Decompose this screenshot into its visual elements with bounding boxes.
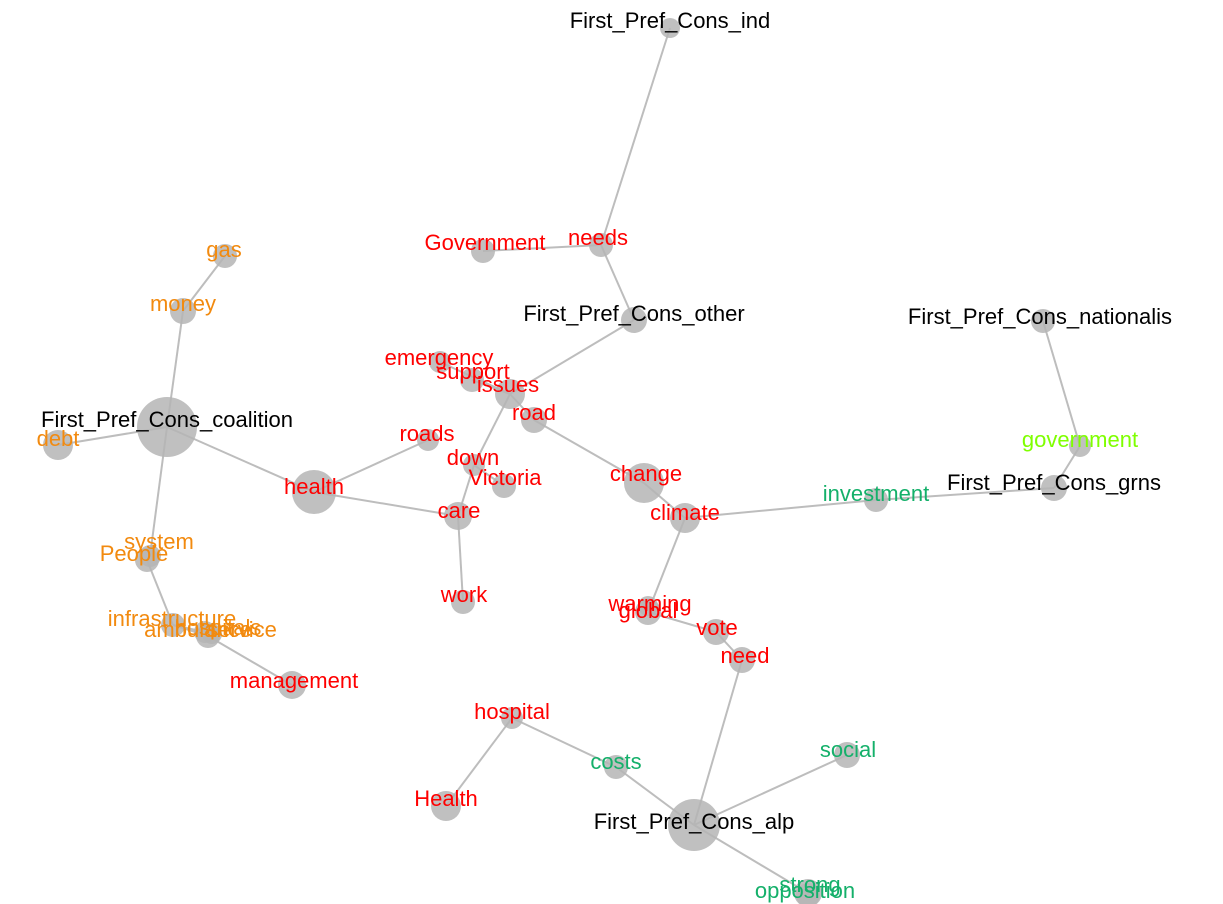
node-label: First_Pref_Cons_other: [523, 301, 744, 326]
node: [170, 298, 196, 324]
node-label: People: [100, 541, 169, 566]
node-label: needs: [568, 225, 628, 250]
nodes: [43, 18, 1091, 904]
node: [864, 488, 888, 512]
node: [161, 613, 185, 637]
node: [703, 619, 729, 645]
edge: [1042, 320, 1081, 447]
node: [278, 671, 306, 699]
node: [604, 755, 628, 779]
node: [521, 407, 547, 433]
node-label: down: [447, 445, 500, 470]
node-label: road: [512, 400, 556, 425]
node-label: First_Pref_Cons_nationalis: [908, 304, 1172, 329]
node-label: service: [207, 617, 277, 642]
node: [668, 799, 720, 851]
node: [471, 239, 495, 263]
node-label: issues: [477, 372, 539, 397]
edge: [445, 717, 513, 807]
node: [729, 647, 755, 673]
node: [202, 624, 222, 644]
edge: [207, 635, 293, 686]
node: [135, 548, 159, 572]
node-label: change: [610, 461, 682, 486]
edges: [57, 27, 1081, 895]
edge: [875, 487, 1055, 501]
node-label: First_Pref_Cons_alp: [594, 809, 795, 834]
node: [638, 596, 658, 616]
node-label: emergency: [385, 345, 494, 370]
node: [444, 502, 472, 530]
node: [292, 470, 336, 514]
edge: [457, 515, 464, 603]
node-label: costs: [590, 749, 641, 774]
edge: [313, 491, 459, 517]
node: [624, 463, 664, 503]
node: [834, 742, 860, 768]
node-label: system: [124, 529, 194, 554]
node-label: opposition: [755, 878, 855, 903]
node: [1031, 309, 1055, 333]
edge: [533, 419, 645, 484]
edge: [511, 717, 617, 768]
node-label: First_Pref_Cons_coalition: [41, 407, 293, 432]
node-label: Government: [424, 230, 545, 255]
node: [213, 244, 237, 268]
node-label: climate: [650, 500, 720, 525]
node-label: support: [436, 359, 509, 384]
node-label: Victoria: [469, 465, 543, 490]
edge: [600, 244, 635, 321]
node-label: ambulance: [144, 617, 252, 642]
node-label: management: [230, 668, 358, 693]
node-label: debt: [37, 426, 80, 451]
node: [463, 454, 485, 476]
node-label: work: [440, 582, 488, 607]
node-label: warming: [607, 591, 691, 616]
node-label: roads: [399, 421, 454, 446]
edge: [600, 27, 671, 246]
node: [43, 430, 73, 460]
node-label: government: [1022, 427, 1138, 452]
node: [451, 590, 475, 614]
node: [429, 351, 451, 373]
node-label: hospitals: [175, 615, 262, 640]
edge: [482, 244, 602, 252]
node-label: First_Pref_Cons_ind: [570, 8, 771, 33]
node: [660, 18, 680, 38]
node: [137, 397, 197, 457]
node-label: hospital: [474, 699, 550, 724]
node-label: infrastructure: [108, 606, 236, 631]
node: [492, 474, 516, 498]
node: [796, 883, 820, 904]
edge: [647, 517, 686, 613]
node: [670, 503, 700, 533]
node-label: investment: [823, 481, 929, 506]
node: [621, 307, 647, 333]
node: [417, 429, 439, 451]
node-label: care: [438, 498, 481, 523]
node-label: need: [721, 643, 770, 668]
node-label: vote: [696, 615, 738, 640]
node: [431, 791, 461, 821]
node-label: social: [820, 737, 876, 762]
node-label: global: [619, 598, 678, 623]
node: [1069, 435, 1091, 457]
node: [495, 379, 525, 409]
node-label: money: [150, 291, 216, 316]
edge: [684, 499, 877, 519]
node-label: First_Pref_Cons_grns: [947, 470, 1161, 495]
node-label: health: [284, 474, 344, 499]
edge: [693, 754, 848, 826]
node: [589, 233, 613, 257]
node-label: strong: [779, 872, 840, 897]
node: [501, 707, 523, 729]
edge: [693, 659, 743, 826]
node: [460, 368, 484, 392]
node-label: Health: [414, 786, 478, 811]
node-label: gas: [206, 237, 241, 262]
edge: [509, 319, 635, 395]
node: [1041, 475, 1067, 501]
